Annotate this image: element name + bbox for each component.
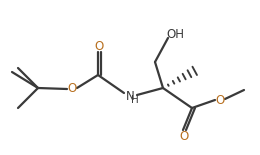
Text: O: O xyxy=(94,40,104,53)
Text: O: O xyxy=(215,93,225,106)
Text: OH: OH xyxy=(166,27,184,40)
Text: O: O xyxy=(179,131,188,144)
Text: H: H xyxy=(131,95,139,105)
Text: O: O xyxy=(67,82,77,95)
Text: N: N xyxy=(126,89,134,102)
